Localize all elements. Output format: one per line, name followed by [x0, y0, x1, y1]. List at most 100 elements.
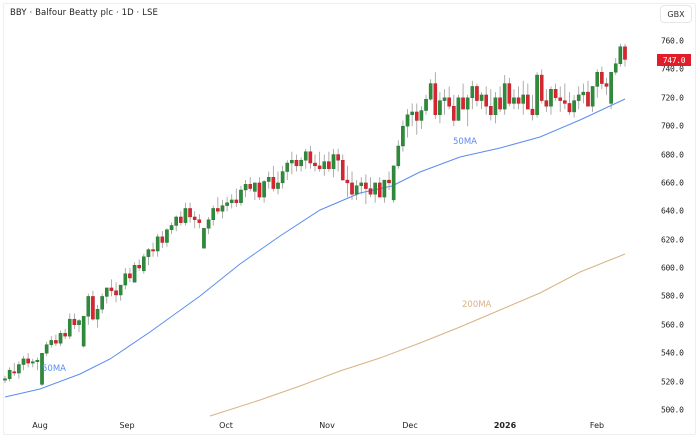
- candle[interactable]: [151, 242, 155, 257]
- candle[interactable]: [317, 151, 322, 172]
- candle[interactable]: [382, 179, 387, 203]
- candle[interactable]: [35, 357, 40, 371]
- candle[interactable]: [257, 177, 262, 200]
- candle[interactable]: [438, 92, 442, 124]
- candle[interactable]: [280, 165, 285, 189]
- candle[interactable]: [456, 94, 461, 121]
- candle[interactable]: [239, 185, 243, 206]
- candle[interactable]: [225, 197, 229, 212]
- candle[interactable]: [95, 304, 100, 328]
- candle[interactable]: [67, 313, 72, 339]
- candle[interactable]: [44, 341, 49, 357]
- candle[interactable]: [192, 211, 197, 229]
- candle[interactable]: [539, 69, 544, 104]
- candle[interactable]: [470, 80, 475, 110]
- candle[interactable]: [197, 214, 202, 229]
- candle[interactable]: [516, 86, 521, 110]
- candle[interactable]: [26, 353, 30, 368]
- candle[interactable]: [128, 268, 132, 283]
- candle[interactable]: [216, 197, 220, 215]
- candle[interactable]: [40, 352, 44, 386]
- candle[interactable]: [600, 66, 604, 90]
- candle[interactable]: [299, 157, 303, 172]
- candle[interactable]: [401, 120, 405, 152]
- candle[interactable]: [410, 103, 414, 127]
- candle[interactable]: [604, 77, 609, 95]
- candle[interactable]: [405, 109, 410, 138]
- candle[interactable]: [586, 80, 590, 107]
- candle[interactable]: [206, 216, 211, 234]
- candle[interactable]: [567, 92, 572, 115]
- candle[interactable]: [447, 86, 451, 110]
- candle[interactable]: [155, 233, 160, 257]
- candle[interactable]: [183, 202, 188, 226]
- candle[interactable]: [544, 89, 549, 112]
- candle[interactable]: [123, 268, 128, 290]
- candle[interactable]: [160, 231, 165, 249]
- candle[interactable]: [81, 316, 86, 348]
- candle[interactable]: [63, 329, 67, 339]
- candle[interactable]: [142, 253, 146, 274]
- candle[interactable]: [313, 154, 317, 172]
- candle[interactable]: [77, 319, 81, 332]
- candle[interactable]: [489, 89, 493, 121]
- candle[interactable]: [613, 58, 618, 76]
- candle[interactable]: [354, 180, 359, 200]
- candle[interactable]: [558, 86, 563, 112]
- candle[interactable]: [502, 75, 507, 115]
- candle[interactable]: [484, 86, 488, 115]
- candle[interactable]: [49, 336, 54, 348]
- candle[interactable]: [345, 165, 350, 198]
- candle[interactable]: [618, 43, 623, 67]
- candle[interactable]: [414, 103, 419, 135]
- candle[interactable]: [377, 177, 382, 198]
- candle[interactable]: [100, 293, 104, 314]
- candle[interactable]: [109, 279, 114, 297]
- currency-button[interactable]: GBX: [660, 5, 692, 23]
- candle[interactable]: [331, 148, 336, 178]
- candle[interactable]: [530, 94, 535, 121]
- candle[interactable]: [211, 205, 216, 226]
- candle[interactable]: [248, 177, 253, 192]
- candle[interactable]: [54, 334, 58, 347]
- candle[interactable]: [72, 313, 77, 330]
- candle[interactable]: [229, 194, 234, 209]
- candle[interactable]: [387, 171, 391, 190]
- candle[interactable]: [498, 86, 502, 112]
- candle[interactable]: [276, 171, 280, 195]
- candle[interactable]: [17, 361, 21, 379]
- candle[interactable]: [253, 182, 257, 200]
- candle[interactable]: [442, 89, 447, 115]
- candle[interactable]: [364, 174, 368, 205]
- candle[interactable]: [549, 86, 553, 115]
- candle[interactable]: [303, 148, 308, 169]
- candle[interactable]: [243, 180, 248, 198]
- candle[interactable]: [340, 154, 345, 181]
- candle[interactable]: [58, 330, 63, 347]
- candle[interactable]: [373, 182, 377, 203]
- candle[interactable]: [396, 140, 401, 169]
- candle[interactable]: [7, 367, 12, 382]
- candle[interactable]: [350, 171, 354, 200]
- candle[interactable]: [433, 72, 438, 120]
- candle[interactable]: [595, 69, 600, 98]
- candle[interactable]: [188, 202, 192, 223]
- candle[interactable]: [132, 262, 137, 283]
- candle[interactable]: [12, 363, 17, 376]
- candle[interactable]: [322, 154, 327, 176]
- candle[interactable]: [535, 72, 539, 118]
- candle[interactable]: [137, 259, 141, 271]
- candle[interactable]: [359, 177, 364, 195]
- candle[interactable]: [452, 94, 456, 127]
- candle[interactable]: [428, 79, 433, 101]
- candle[interactable]: [146, 248, 151, 266]
- candle[interactable]: [553, 83, 558, 101]
- candle[interactable]: [179, 211, 183, 226]
- candle[interactable]: [114, 282, 118, 303]
- candle[interactable]: [424, 94, 428, 115]
- candle[interactable]: [609, 72, 613, 110]
- candle[interactable]: [623, 43, 627, 67]
- candle[interactable]: [271, 165, 276, 192]
- candle[interactable]: [461, 83, 465, 110]
